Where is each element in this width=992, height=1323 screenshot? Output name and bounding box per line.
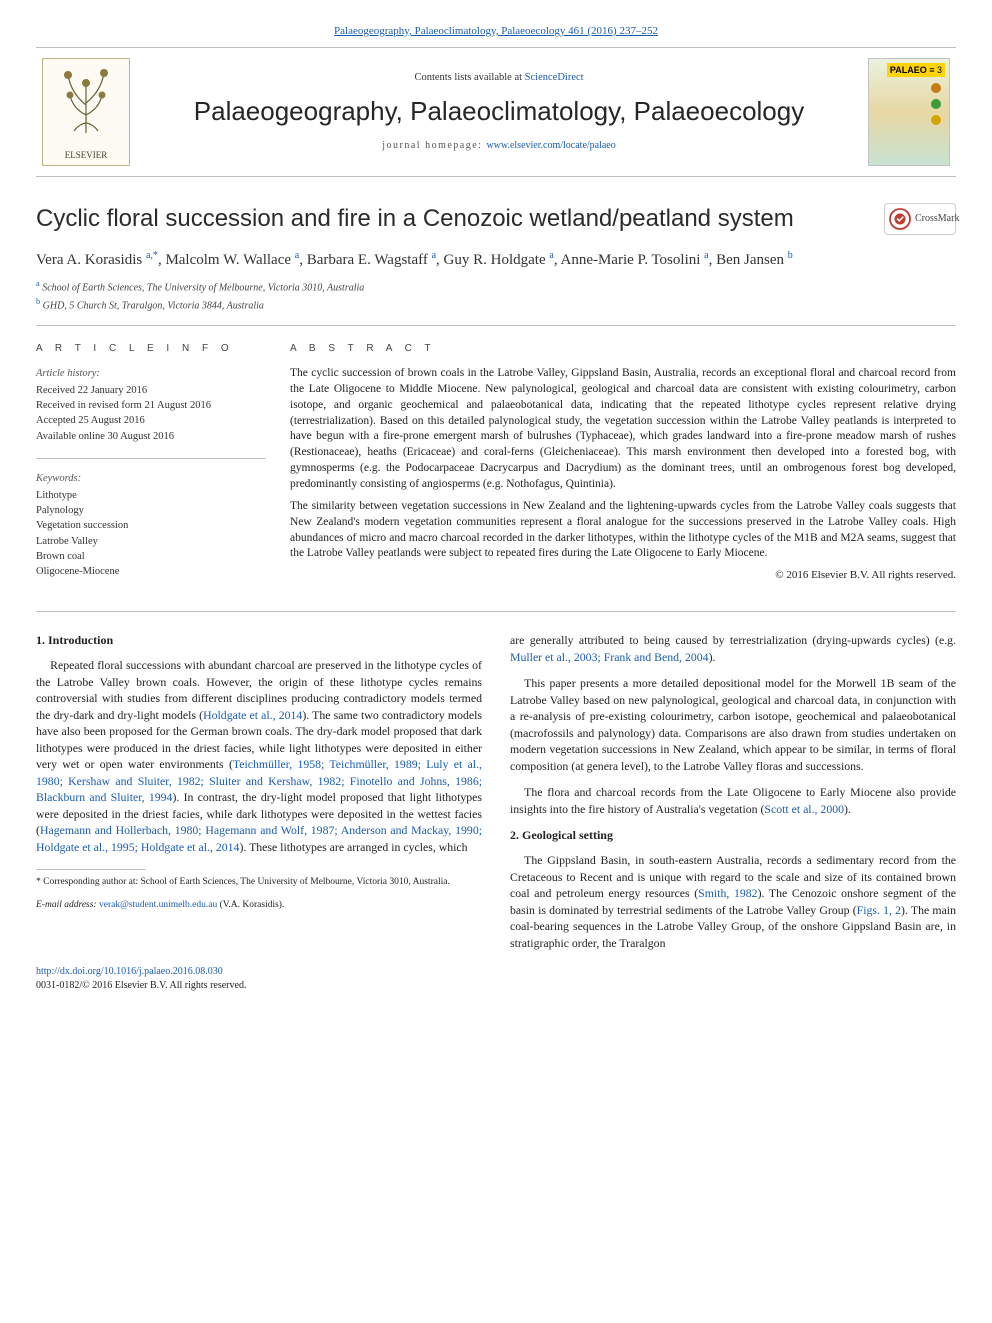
masthead: ELSEVIER Contents lists available at Sci… — [36, 47, 956, 177]
history-block: Article history: Received 22 January 201… — [36, 366, 266, 444]
footer-block: http://dx.doi.org/10.1016/j.palaeo.2016.… — [36, 965, 956, 993]
journal-homepage-link[interactable]: www.elsevier.com/locate/palaeo — [486, 140, 615, 151]
keyword: Lithotype — [36, 488, 266, 503]
intro-p2: This paper presents a more detailed depo… — [510, 675, 956, 774]
keyword: Palynology — [36, 503, 266, 518]
abstract-label: A B S T R A C T — [290, 342, 956, 356]
history-line: Received in revised form 21 August 2016 — [36, 398, 266, 413]
cover-dots — [931, 83, 941, 125]
corresponding-author-note: * Corresponding author at: School of Ear… — [36, 876, 482, 889]
email-line: E-mail address: verak@student.unimelb.ed… — [36, 899, 482, 912]
crossmark-label: CrossMark — [915, 212, 959, 226]
elsevier-logo: ELSEVIER — [42, 58, 130, 166]
journal-cover-thumbnail: PALAEO ≡ 3 — [868, 58, 950, 166]
intro-p1-cont: are generally attributed to being caused… — [510, 632, 956, 665]
rule-info-mid — [36, 458, 266, 459]
email-suffix: (V.A. Korasidis). — [217, 900, 284, 910]
issn-line: 0031-0182/© 2016 Elsevier B.V. All right… — [36, 979, 956, 993]
keyword: Vegetation succession — [36, 518, 266, 533]
footnote-rule — [36, 869, 146, 870]
journal-title: Palaeogeography, Palaeoclimatology, Pala… — [144, 94, 854, 129]
cover-dot — [931, 99, 941, 109]
history-line: Received 22 January 2016 — [36, 383, 266, 398]
sciencedirect-link[interactable]: ScienceDirect — [525, 72, 584, 83]
intro-heading: 1. Introduction — [36, 632, 482, 649]
email-label: E-mail address: — [36, 900, 99, 910]
article-info-label: A R T I C L E I N F O — [36, 342, 266, 356]
history-label: Article history: — [36, 366, 266, 381]
contents-lists-line: Contents lists available at ScienceDirec… — [144, 71, 854, 85]
cover-dot — [931, 115, 941, 125]
top-citation-link[interactable]: Palaeogeography, Palaeoclimatology, Pala… — [334, 25, 658, 37]
info-abstract-row: A R T I C L E I N F O Article history: R… — [36, 326, 956, 611]
abstract-p1: The cyclic succession of brown coals in … — [290, 366, 956, 493]
masthead-center: Contents lists available at ScienceDirec… — [144, 71, 854, 152]
history-line: Available online 30 August 2016 — [36, 429, 266, 444]
intro-p3: The flora and charcoal records from the … — [510, 784, 956, 817]
setting-p1: The Gippsland Basin, in south-eastern Au… — [510, 852, 956, 951]
keywords-label: Keywords: — [36, 471, 266, 486]
keyword: Latrobe Valley — [36, 534, 266, 549]
contents-prefix: Contents lists available at — [414, 72, 524, 83]
journal-homepage-line: journal homepage: www.elsevier.com/locat… — [144, 139, 854, 153]
authors-list: Vera A. Korasidis a,*, Malcolm W. Wallac… — [36, 249, 956, 270]
keyword: Brown coal — [36, 549, 266, 564]
article-info-column: A R T I C L E I N F O Article history: R… — [36, 342, 266, 593]
setting-heading: 2. Geological setting — [510, 827, 956, 844]
elsevier-tree-icon — [56, 65, 116, 135]
cover-dot — [931, 83, 941, 93]
top-citation: Palaeogeography, Palaeoclimatology, Pala… — [36, 24, 956, 39]
abstract-p2: The similarity between vegetation succes… — [290, 499, 956, 562]
abstract-copyright: © 2016 Elsevier B.V. All rights reserved… — [290, 568, 956, 583]
elsevier-wordmark: ELSEVIER — [65, 149, 108, 161]
crossmark-badge[interactable]: CrossMark — [884, 203, 956, 235]
body-columns: 1. Introduction Repeated floral successi… — [36, 632, 956, 951]
article-title: Cyclic floral succession and fire in a C… — [36, 203, 872, 235]
affiliation-a: a School of Earth Sciences, The Universi… — [36, 278, 956, 295]
keyword: Oligocene-Miocene — [36, 564, 266, 579]
history-line: Accepted 25 August 2016 — [36, 413, 266, 428]
title-row: Cyclic floral succession and fire in a C… — [36, 203, 956, 235]
affiliations: a School of Earth Sciences, The Universi… — [36, 278, 956, 313]
author-email-link[interactable]: verak@student.unimelb.edu.au — [99, 900, 217, 910]
doi-link[interactable]: http://dx.doi.org/10.1016/j.palaeo.2016.… — [36, 966, 223, 977]
affiliation-b: b GHD, 5 Church St, Traralgon, Victoria … — [36, 296, 956, 313]
intro-p1: Repeated floral successions with abundan… — [36, 657, 482, 855]
keywords-block: Keywords: Lithotype Palynology Vegetatio… — [36, 471, 266, 580]
palaeo-brand: PALAEO ≡ 3 — [887, 63, 945, 77]
crossmark-icon — [889, 208, 911, 230]
rule-bottom — [36, 611, 956, 612]
abstract-column: A B S T R A C T The cyclic succession of… — [290, 342, 956, 593]
homepage-label: journal homepage: — [382, 140, 486, 151]
